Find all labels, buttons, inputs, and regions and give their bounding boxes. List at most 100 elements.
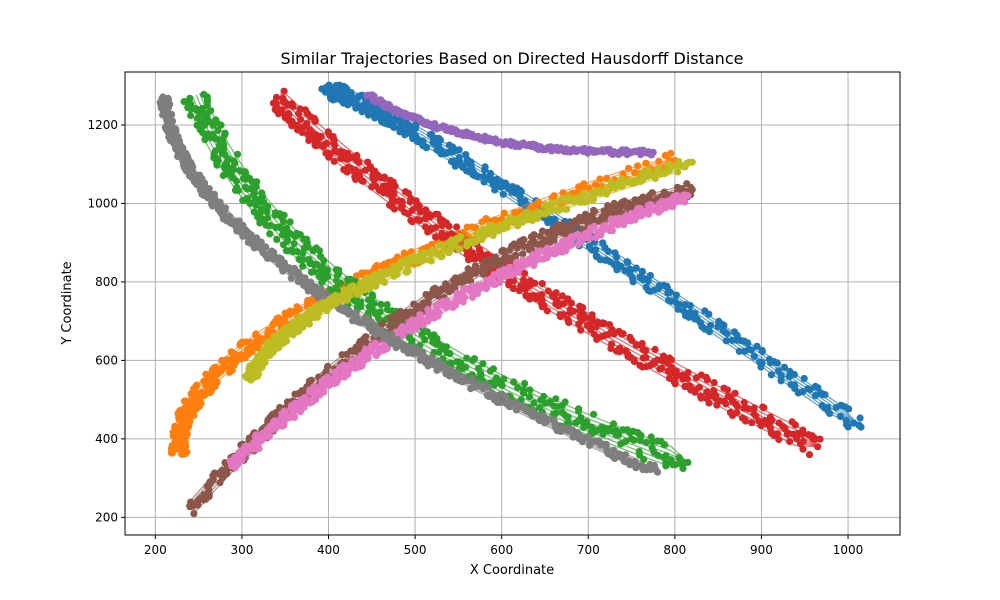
trajectory-point (655, 157, 663, 165)
trajectory-point (642, 347, 650, 355)
trajectory-point (667, 149, 675, 157)
trajectory-point (422, 144, 430, 152)
trajectory-point (445, 222, 453, 230)
trajectory-line (199, 93, 689, 463)
trajectory-point (512, 251, 520, 259)
trajectory-point (171, 422, 179, 430)
trajectory-point (741, 417, 750, 425)
x-tick-label: 400 (317, 543, 340, 557)
trajectory-point (609, 420, 618, 428)
trajectory-point (251, 195, 260, 203)
trajectory-point (592, 323, 600, 331)
trajectory-point (500, 375, 508, 383)
trajectory-point (231, 159, 239, 167)
trajectory-point (491, 186, 499, 194)
trajectory-point (313, 260, 321, 269)
trajectory-point (443, 296, 451, 305)
trajectory-point (255, 444, 263, 452)
trajectory-point (856, 414, 864, 422)
trajectory-point (629, 278, 637, 286)
trajectory-point (311, 283, 319, 291)
trajectory-point (636, 436, 644, 444)
trajectory-point (602, 440, 610, 448)
trajectory-point (521, 269, 529, 277)
trajectory-point (288, 122, 296, 130)
trajectory-point (768, 416, 776, 424)
trajectory-point (780, 363, 789, 371)
trajectory-point (821, 391, 829, 399)
trajectory-point (642, 159, 650, 167)
trajectory-point (208, 202, 217, 210)
trajectory-point (299, 249, 307, 257)
trajectory-point (286, 218, 294, 226)
trajectory-point (799, 437, 807, 445)
trajectory-point (283, 224, 291, 232)
trajectory-point (409, 350, 417, 358)
trajectory-point (521, 379, 529, 388)
trajectory-point (590, 207, 599, 215)
trajectory-point (371, 271, 379, 279)
trajectory-point (559, 189, 567, 197)
trajectory-point (323, 267, 331, 275)
trajectory-point (310, 382, 318, 391)
plot-frame (124, 71, 901, 536)
trajectory-point (456, 245, 464, 253)
trajectory-point (610, 446, 618, 454)
y-axis: 200 400 600 800 1000 1200 (87, 118, 125, 524)
trajectory-point (280, 259, 288, 267)
trajectory-point (500, 272, 509, 280)
trajectory-point (381, 174, 389, 182)
trajectory-point (733, 402, 741, 410)
trajectory-point (844, 423, 852, 431)
trajectory-point (273, 235, 281, 243)
trajectory-point (432, 224, 440, 232)
trajectory-point (479, 360, 487, 368)
trajectory-point (318, 278, 326, 286)
trajectory-point (581, 210, 590, 218)
trajectory-point (391, 182, 399, 190)
trajectory-point (610, 199, 618, 207)
trajectory-point (514, 384, 522, 392)
trajectory-point (798, 430, 806, 438)
trajectory-point (681, 198, 689, 206)
trajectory-point (614, 221, 622, 229)
trajectory-point (427, 257, 435, 265)
trajectory-point (209, 121, 217, 129)
trajectory-point (805, 451, 814, 459)
trajectory-point (589, 196, 597, 204)
trajectory-point (506, 263, 514, 271)
trajectory-point (295, 305, 303, 313)
trajectory-point (411, 124, 420, 132)
trajectory-point (378, 320, 386, 328)
trajectory-series (156, 93, 662, 476)
trajectory-point (320, 257, 328, 265)
trajectory-point (453, 369, 461, 377)
trajectory-point (597, 231, 605, 239)
trajectory-point (428, 240, 436, 248)
trajectory-point (359, 177, 367, 185)
trajectory-point (266, 222, 274, 230)
trajectory-point (299, 256, 307, 264)
trajectory-point (264, 202, 272, 210)
trajectory-point (564, 413, 572, 421)
trajectory-point (428, 353, 436, 361)
trajectory-point (484, 227, 492, 235)
trajectory-point (646, 201, 655, 209)
trajectory-point (552, 395, 560, 403)
trajectory-point (559, 311, 568, 319)
trajectory-point (372, 282, 380, 290)
trajectory-point (370, 299, 378, 308)
trajectory-point (836, 412, 845, 420)
trajectory-point (735, 347, 743, 355)
trajectory-point (602, 190, 610, 198)
trajectory-point (607, 344, 615, 353)
trajectory-point (416, 216, 424, 225)
trajectory-point (688, 158, 696, 166)
trajectory-point (590, 222, 598, 230)
trajectory-point (675, 453, 683, 462)
trajectory-point (461, 293, 469, 302)
trajectory-point (262, 243, 270, 251)
trajectory-point (619, 330, 627, 338)
trajectory-point (377, 300, 385, 308)
trajectory-point (496, 398, 504, 407)
